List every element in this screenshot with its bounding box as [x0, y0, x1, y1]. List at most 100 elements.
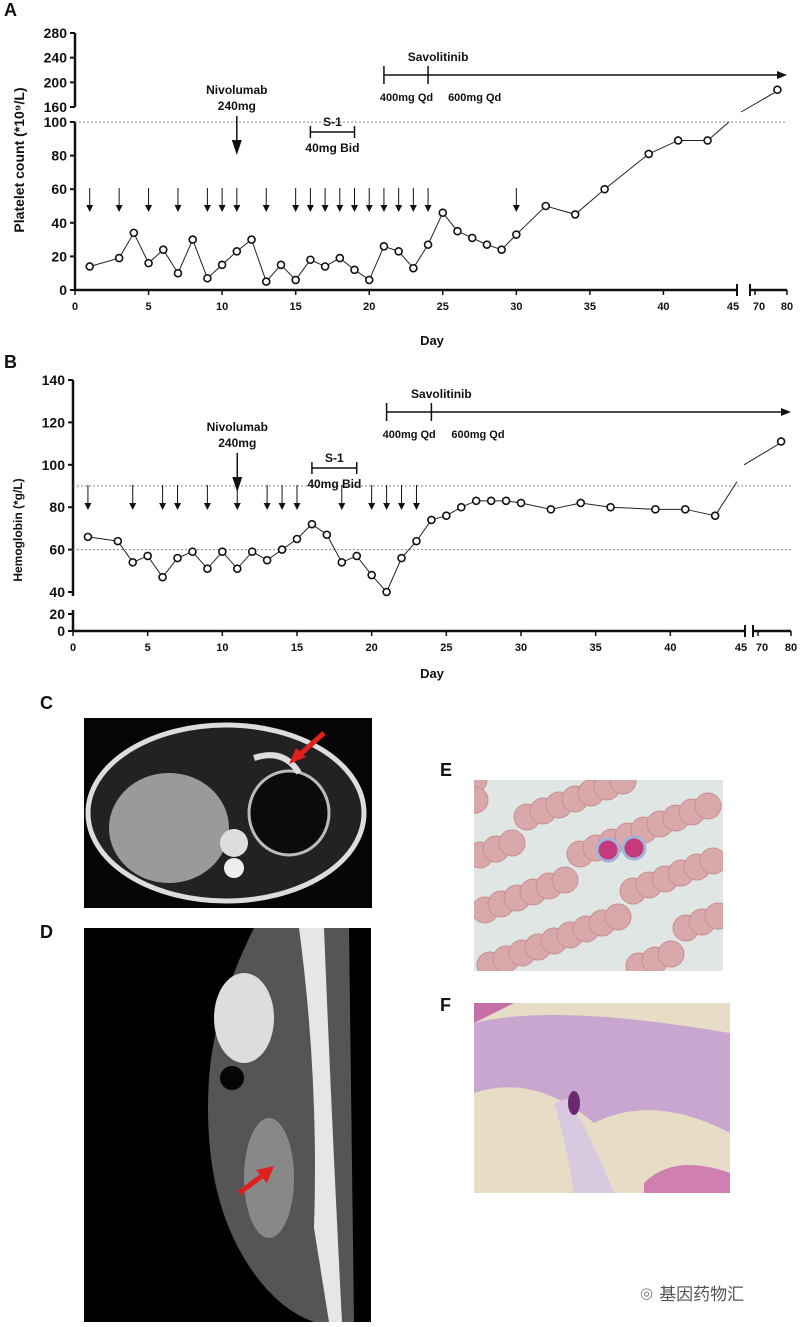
- arrow-head-icon: [512, 205, 520, 212]
- data-point: [456, 502, 466, 512]
- data-point: [113, 536, 123, 546]
- savolitinib-dose-2: 600mg Qd: [448, 92, 501, 104]
- y-tick-label: 20: [51, 248, 67, 264]
- arrow-head-icon: [412, 503, 420, 510]
- data-point: [442, 511, 451, 520]
- arrow-head-icon: [145, 205, 153, 212]
- savolitinib-label: Savolitinib: [411, 387, 472, 401]
- arrow-head-icon: [409, 205, 417, 212]
- white-blood-cell: [595, 837, 621, 863]
- data-point: [710, 511, 720, 520]
- y-tick-label: 0: [59, 282, 67, 298]
- y-tick-label: 160: [44, 99, 68, 115]
- data-point: [512, 230, 521, 239]
- data-line: [87, 500, 716, 593]
- data-point: [337, 558, 347, 567]
- data-point: [291, 275, 300, 285]
- data-point: [497, 245, 506, 254]
- data-point: [277, 545, 287, 554]
- x-tick-label: 80: [781, 301, 793, 313]
- y-tick-label: 20: [49, 606, 65, 622]
- data-point: [158, 572, 167, 582]
- s1-dose: 40mg Bid: [307, 477, 361, 491]
- ct-axial-image: [84, 718, 372, 908]
- x-tick-label: 15: [291, 642, 303, 654]
- arrow-head-icon: [218, 205, 226, 212]
- data-point: [173, 553, 182, 563]
- arrow-head-icon: [424, 205, 432, 212]
- red-blood-cell: [657, 940, 685, 968]
- wechat-icon: ◎: [640, 1284, 654, 1302]
- data-point: [379, 242, 389, 251]
- savolitinib-dose-1: 400mg Qd: [383, 429, 436, 441]
- data-point: [412, 536, 421, 546]
- arrow-head-icon: [231, 140, 242, 155]
- data-point: [453, 226, 462, 236]
- x-axis-label: Day: [420, 666, 445, 681]
- x-tick-label: 20: [366, 642, 378, 654]
- watermark-text: 基因药物汇: [659, 1285, 745, 1304]
- data-point: [143, 551, 152, 561]
- s1-label: S-1: [325, 451, 344, 465]
- white-blood-cell: [621, 835, 647, 861]
- arrow-head-icon: [115, 205, 123, 212]
- data-point: [114, 253, 124, 263]
- data-point: [651, 505, 660, 514]
- data-point: [158, 245, 168, 254]
- data-point: [673, 136, 683, 145]
- y-tick-label: 40: [51, 215, 67, 231]
- x-tick-label: 70: [753, 301, 765, 313]
- x-tick-label: 15: [290, 301, 302, 313]
- y-tick-label: 100: [42, 457, 66, 473]
- red-blood-cell: [609, 780, 637, 795]
- data-point: [247, 235, 256, 244]
- data-point: [350, 265, 359, 275]
- y-tick-label: 200: [44, 74, 68, 90]
- arrow-head-icon: [174, 205, 182, 212]
- panel-label-a: A: [4, 0, 17, 20]
- data-point: [203, 564, 212, 573]
- y-tick-label: 0: [57, 623, 65, 639]
- data-point: [409, 263, 418, 273]
- y-tick-label: 120: [42, 414, 66, 430]
- x-tick-label: 5: [145, 642, 151, 654]
- arrow-head-icon: [203, 503, 211, 510]
- arrow-head-icon: [321, 205, 329, 212]
- data-point: [173, 268, 183, 278]
- red-blood-cell: [474, 786, 489, 814]
- arrow-head-icon: [395, 205, 403, 212]
- red-blood-cell: [694, 792, 722, 820]
- data-point: [471, 496, 481, 506]
- arrow-head-icon: [293, 503, 301, 510]
- y-tick-label: 60: [51, 181, 67, 197]
- data-point: [129, 228, 139, 238]
- x-tick-label: 0: [72, 301, 78, 313]
- arrow-head-icon: [306, 205, 314, 212]
- chart-b: 0 5 10 15 20 25 30 35 40 45 70 80Day020406080100120…: [11, 372, 797, 681]
- watermark: ◎ 基因药物汇: [640, 1280, 744, 1305]
- x-tick-label: 70: [756, 642, 768, 654]
- data-point: [364, 275, 374, 285]
- data-point: [427, 515, 436, 525]
- data-point: [217, 260, 227, 270]
- y-tick-label: 60: [49, 542, 65, 558]
- x-tick-label: 10: [216, 301, 228, 313]
- x-tick-label: 10: [216, 642, 228, 654]
- charts-svg: 0 5 10 15 20 25 30 35 40 45 70 80Day020406080100160…: [11, 25, 797, 681]
- red-blood-cell: [551, 866, 579, 894]
- x-tick-label: 35: [590, 642, 602, 654]
- data-line-break: [714, 481, 738, 516]
- data-line-break: [743, 444, 779, 466]
- data-point: [261, 277, 271, 286]
- data-point: [541, 201, 551, 211]
- y-tick-label: 140: [42, 372, 66, 388]
- y-tick-label: 280: [44, 25, 68, 41]
- chart-a: 0 5 10 15 20 25 30 35 40 45 70 80 Day 0 20 40 60 80 100160…: [11, 25, 793, 348]
- arrow-head-icon: [233, 205, 241, 212]
- data-point: [128, 558, 138, 567]
- arrow-head-icon: [203, 205, 211, 212]
- red-blood-cell: [604, 903, 632, 931]
- data-point: [307, 519, 317, 529]
- data-point: [203, 273, 212, 283]
- data-point: [501, 496, 511, 506]
